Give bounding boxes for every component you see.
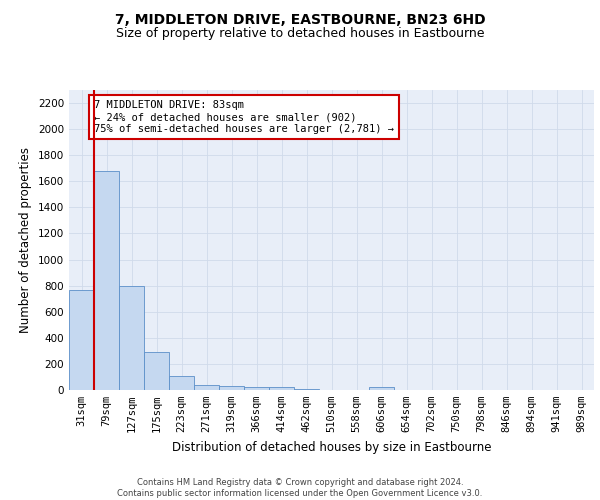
Bar xyxy=(69,290,94,390)
Bar xyxy=(119,286,144,390)
Bar xyxy=(244,386,269,390)
Bar xyxy=(144,352,169,390)
Bar xyxy=(269,388,294,390)
Bar xyxy=(94,171,119,390)
X-axis label: Distribution of detached houses by size in Eastbourne: Distribution of detached houses by size … xyxy=(172,440,491,454)
Y-axis label: Number of detached properties: Number of detached properties xyxy=(19,147,32,333)
Bar xyxy=(294,388,319,390)
Bar xyxy=(369,386,394,390)
Text: 7 MIDDLETON DRIVE: 83sqm
← 24% of detached houses are smaller (902)
75% of semi-: 7 MIDDLETON DRIVE: 83sqm ← 24% of detach… xyxy=(94,100,394,134)
Bar xyxy=(194,385,219,390)
Bar xyxy=(219,386,244,390)
Text: Contains HM Land Registry data © Crown copyright and database right 2024.
Contai: Contains HM Land Registry data © Crown c… xyxy=(118,478,482,498)
Bar xyxy=(169,376,194,390)
Text: Size of property relative to detached houses in Eastbourne: Size of property relative to detached ho… xyxy=(116,28,484,40)
Text: 7, MIDDLETON DRIVE, EASTBOURNE, BN23 6HD: 7, MIDDLETON DRIVE, EASTBOURNE, BN23 6HD xyxy=(115,12,485,26)
